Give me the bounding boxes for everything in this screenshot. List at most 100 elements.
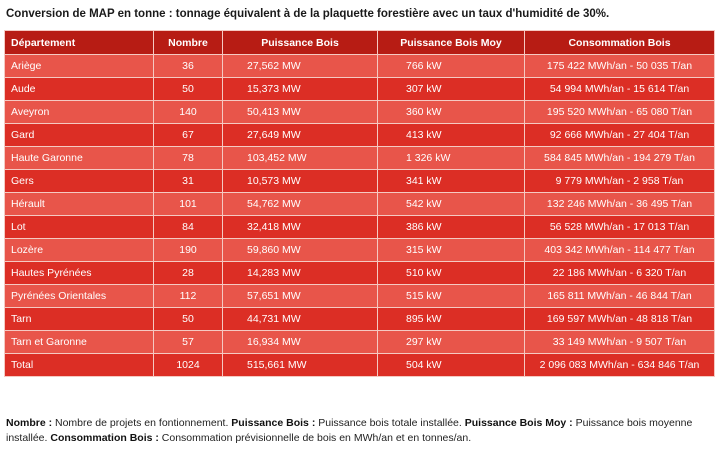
cell-departement: Hérault (4, 192, 154, 216)
cell-nombre: 57 (153, 330, 223, 354)
cell-puissance-bois-moy: 297 kW (377, 330, 525, 354)
header-puissance-bois-moy: Puissance Bois Moy (377, 30, 525, 55)
note-text-puissance: Puissance bois totale installée. (315, 417, 465, 429)
cell-puissance-bois-moy: 895 kW (377, 307, 525, 331)
cell-consommation-bois: 169 597 MWh/an - 48 818 T/an (524, 307, 715, 331)
cell-consommation-bois: 132 246 MWh/an - 36 495 T/an (524, 192, 715, 216)
table-row: Aveyron 140 50,413 MW 360 kW 195 520 MWh/an … (4, 100, 715, 124)
total-cell-departement: Total (4, 353, 154, 377)
note-term-puissance: Puissance Bois : (231, 417, 316, 429)
cell-puissance-bois: 32,418 MW (222, 215, 378, 239)
cell-puissance-bois: 57,651 MW (222, 284, 378, 308)
cell-departement: Tarn et Garonne (4, 330, 154, 354)
cell-departement: Aude (4, 77, 154, 101)
note-text-consommation: Consommation prévisionnelle de bois en M… (158, 432, 472, 444)
cell-departement: Aveyron (4, 100, 154, 124)
cell-nombre: 36 (153, 54, 223, 78)
header-consommation-bois: Consommation Bois (524, 30, 715, 55)
cell-puissance-bois: 27,562 MW (222, 54, 378, 78)
cell-consommation-bois: 165 811 MWh/an - 46 844 T/an (524, 284, 715, 308)
table-header-row: Département Nombre Puissance Bois Puissa… (4, 30, 715, 55)
cell-nombre: 31 (153, 169, 223, 193)
cell-puissance-bois: 14,283 MW (222, 261, 378, 285)
cell-puissance-bois-moy: 413 kW (377, 123, 525, 147)
cell-nombre: 28 (153, 261, 223, 285)
cell-puissance-bois-moy: 386 kW (377, 215, 525, 239)
cell-consommation-bois: 56 528 MWh/an - 17 013 T/an (524, 215, 715, 239)
cell-departement: Lozère (4, 238, 154, 262)
cell-nombre: 140 (153, 100, 223, 124)
table-row: Hérault 101 54,762 MW 542 kW 132 246 MWh/an … (4, 192, 715, 216)
cell-puissance-bois: 15,373 MW (222, 77, 378, 101)
cell-nombre: 101 (153, 192, 223, 216)
note-term-consommation: Consommation Bois : (50, 432, 159, 444)
cell-puissance-bois: 27,649 MW (222, 123, 378, 147)
cell-departement: Tarn (4, 307, 154, 331)
header-puissance-bois: Puissance Bois (222, 30, 378, 55)
cell-consommation-bois: 92 666 MWh/an - 27 404 T/an (524, 123, 715, 147)
table-row: Gers 31 10,573 MW 341 kW 9 779 MWh/an - 2 95… (4, 169, 715, 193)
table-row: Tarn et Garonne 57 16,934 MW 297 kW 33 149 M… (4, 330, 715, 354)
table-row: Lozère 190 59,860 MW 315 kW 403 342 MWh/an -… (4, 238, 715, 262)
cell-puissance-bois-moy: 515 kW (377, 284, 525, 308)
cell-departement: Ariège (4, 54, 154, 78)
cell-puissance-bois: 16,934 MW (222, 330, 378, 354)
footnotes: Nombre : Nombre de projets en fontionnem… (6, 416, 712, 446)
cell-puissance-bois-moy: 542 kW (377, 192, 525, 216)
cell-departement: Lot (4, 215, 154, 239)
cell-consommation-bois: 54 994 MWh/an - 15 614 T/an (524, 77, 715, 101)
table-body: Ariège 36 27,562 MW 766 kW 175 422 MWh/an - … (4, 54, 715, 377)
cell-puissance-bois: 103,452 MW (222, 146, 378, 170)
note-text-puissance-moy: Puissance bois moyenne installée. (6, 417, 693, 444)
cell-puissance-bois-moy: 1 326 kW (377, 146, 525, 170)
cell-departement: Haute Garonne (4, 146, 154, 170)
cell-consommation-bois: 584 845 MWh/an - 194 279 T/an (524, 146, 715, 170)
cell-consommation-bois: 403 342 MWh/an - 114 477 T/an (524, 238, 715, 262)
cell-consommation-bois: 33 149 MWh/an - 9 507 T/an (524, 330, 715, 354)
cell-consommation-bois: 9 779 MWh/an - 2 958 T/an (524, 169, 715, 193)
table-row: Gard 67 27,649 MW 413 kW 92 666 MWh/an - 27 … (4, 123, 715, 147)
table-row: Haute Garonne 78 103,452 MW 1 326 kW 584 845… (4, 146, 715, 170)
table-row: Pyrénées Orientales 112 57,651 MW 515 kW 165… (4, 284, 715, 308)
cell-nombre: 84 (153, 215, 223, 239)
cell-puissance-bois-moy: 510 kW (377, 261, 525, 285)
cell-puissance-bois: 59,860 MW (222, 238, 378, 262)
data-table: Département Nombre Puissance Bois Puissa… (4, 30, 715, 377)
cell-nombre: 112 (153, 284, 223, 308)
header-departement: Département (4, 30, 154, 55)
cell-consommation-bois: 195 520 MWh/an - 65 080 T/an (524, 100, 715, 124)
cell-departement: Pyrénées Orientales (4, 284, 154, 308)
cell-nombre: 50 (153, 77, 223, 101)
table-row: Hautes Pyrénées 28 14,283 MW 510 kW 22 186 M… (4, 261, 715, 285)
cell-puissance-bois-moy: 360 kW (377, 100, 525, 124)
cell-puissance-bois-moy: 341 kW (377, 169, 525, 193)
cell-puissance-bois-moy: 766 kW (377, 54, 525, 78)
cell-consommation-bois: 22 186 MWh/an - 6 320 T/an (524, 261, 715, 285)
cell-puissance-bois: 44,731 MW (222, 307, 378, 331)
header-nombre: Nombre (153, 30, 223, 55)
total-cell-puissance-bois-moy: 504 kW (377, 353, 525, 377)
table-total-row: Total 1024 515,661 MW 504 kW 2 096 083 MWh/a… (4, 353, 715, 377)
total-cell-consommation-bois: 2 096 083 MWh/an - 634 846 T/an (524, 353, 715, 377)
note-term-nombre: Nombre : (6, 417, 53, 429)
cell-puissance-bois-moy: 307 kW (377, 77, 525, 101)
cell-nombre: 190 (153, 238, 223, 262)
table-row: Lot 84 32,418 MW 386 kW 56 528 MWh/an - 17 0… (4, 215, 715, 239)
cell-nombre: 67 (153, 123, 223, 147)
cell-departement: Gard (4, 123, 154, 147)
total-cell-puissance-bois: 515,661 MW (222, 353, 378, 377)
cell-departement: Hautes Pyrénées (4, 261, 154, 285)
cell-departement: Gers (4, 169, 154, 193)
table-row: Aude 50 15,373 MW 307 kW 54 994 MWh/an - 15 … (4, 77, 715, 101)
table-row: Ariège 36 27,562 MW 766 kW 175 422 MWh/an - … (4, 54, 715, 78)
table-row: Tarn 50 44,731 MW 895 kW 169 597 MWh/an - 48… (4, 307, 715, 331)
cell-consommation-bois: 175 422 MWh/an - 50 035 T/an (524, 54, 715, 78)
total-cell-nombre: 1024 (153, 353, 223, 377)
cell-puissance-bois: 50,413 MW (222, 100, 378, 124)
note-text-nombre: Nombre de projets en fontionnement. (52, 417, 232, 429)
cell-puissance-bois: 10,573 MW (222, 169, 378, 193)
cell-puissance-bois-moy: 315 kW (377, 238, 525, 262)
cell-nombre: 50 (153, 307, 223, 331)
cell-nombre: 78 (153, 146, 223, 170)
cell-puissance-bois: 54,762 MW (222, 192, 378, 216)
